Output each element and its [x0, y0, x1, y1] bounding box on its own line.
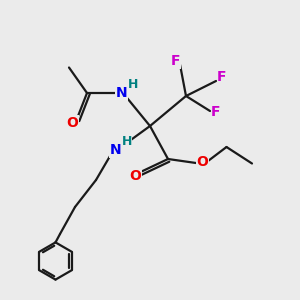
Text: O: O [196, 155, 208, 169]
Text: F: F [171, 54, 180, 68]
Text: H: H [122, 135, 132, 148]
Text: H: H [128, 78, 139, 91]
Text: F: F [217, 70, 227, 84]
Text: O: O [129, 169, 141, 182]
Text: O: O [66, 116, 78, 130]
Text: N: N [116, 86, 127, 100]
Text: N: N [110, 143, 121, 157]
Text: F: F [211, 106, 221, 119]
